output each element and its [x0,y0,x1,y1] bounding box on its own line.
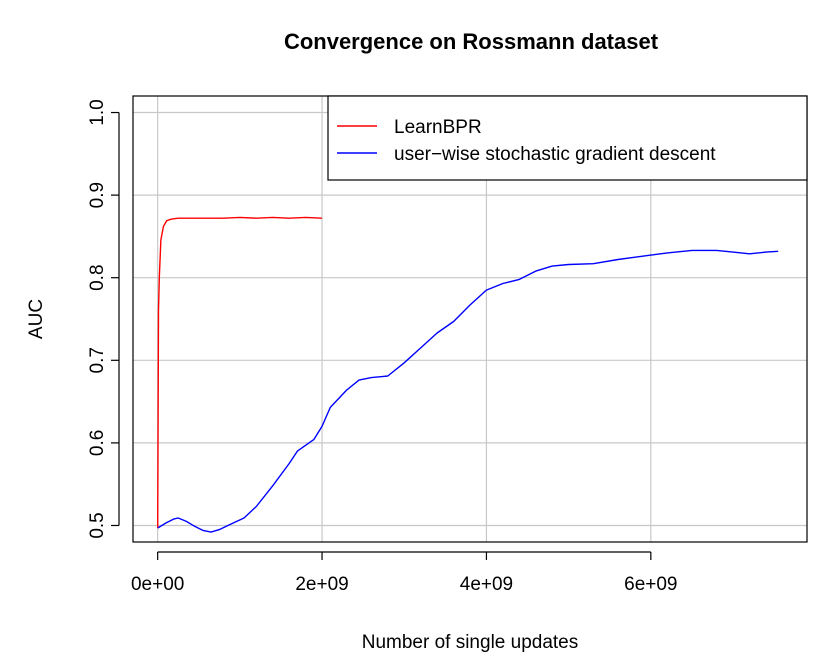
x-tick-label: 2e+09 [295,574,348,595]
legend: LearnBPR user−wise stochastic gradient d… [327,95,808,181]
series-line-1 [157,249,779,533]
legend-box [327,95,808,181]
y-tick-label: 0.8 [87,264,108,290]
legend-label-sgd: user−wise stochastic gradient descent [394,144,716,165]
y-axis-title: AUC [26,299,47,339]
y-tick-label: 0.6 [87,430,108,456]
x-tick-label: 6e+09 [624,574,677,595]
y-tick-label: 0.7 [87,347,108,373]
chart-title: Convergence on Rossmann dataset [284,29,659,54]
x-axis-title: Number of single updates [362,632,579,653]
y-tick-label: 0.9 [87,182,108,208]
x-axis: 0e+00 2e+09 4e+09 6e+09 [131,551,678,595]
series-line-0 [157,216,323,529]
y-tick-label: 0.5 [87,512,108,538]
x-tick-label: 4e+09 [460,574,513,595]
y-axis: 0.5 0.6 0.7 0.8 0.9 1.0 [87,99,120,539]
x-tick-label: 0e+00 [131,574,184,595]
legend-label-learnbpr: LearnBPR [394,117,482,138]
series-lines [157,216,779,533]
y-tick-label: 1.0 [87,99,108,125]
